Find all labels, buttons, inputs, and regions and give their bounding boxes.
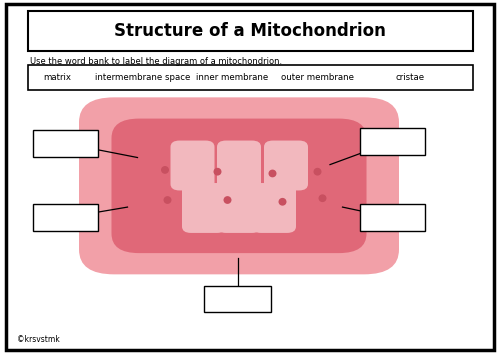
FancyBboxPatch shape [32, 204, 98, 231]
Ellipse shape [278, 198, 286, 206]
Ellipse shape [314, 168, 322, 176]
FancyBboxPatch shape [217, 141, 261, 190]
Text: matrix: matrix [44, 73, 72, 82]
Ellipse shape [318, 194, 326, 202]
Text: ©krsvstmk: ©krsvstmk [18, 335, 60, 344]
FancyBboxPatch shape [204, 286, 271, 313]
Text: cristae: cristae [396, 73, 424, 82]
Ellipse shape [161, 166, 169, 174]
Ellipse shape [224, 196, 232, 204]
FancyBboxPatch shape [360, 204, 425, 231]
Text: outer membrane: outer membrane [281, 73, 354, 82]
FancyBboxPatch shape [79, 97, 399, 274]
Ellipse shape [268, 170, 276, 177]
FancyBboxPatch shape [170, 141, 214, 190]
Text: Use the word bank to label the diagram of a mitochondrion.: Use the word bank to label the diagram o… [30, 57, 282, 67]
FancyBboxPatch shape [112, 119, 366, 253]
Text: Structure of a Mitochondrion: Structure of a Mitochondrion [114, 22, 386, 40]
FancyBboxPatch shape [6, 4, 494, 350]
FancyBboxPatch shape [28, 65, 472, 90]
FancyBboxPatch shape [28, 11, 472, 51]
Text: intermembrane space: intermembrane space [95, 73, 190, 82]
FancyBboxPatch shape [217, 183, 261, 233]
Text: inner membrane: inner membrane [196, 73, 268, 82]
FancyBboxPatch shape [32, 130, 98, 156]
FancyBboxPatch shape [252, 183, 296, 233]
FancyBboxPatch shape [264, 141, 308, 190]
Ellipse shape [164, 196, 172, 204]
Ellipse shape [214, 168, 222, 176]
FancyBboxPatch shape [182, 183, 226, 233]
FancyBboxPatch shape [360, 129, 425, 155]
